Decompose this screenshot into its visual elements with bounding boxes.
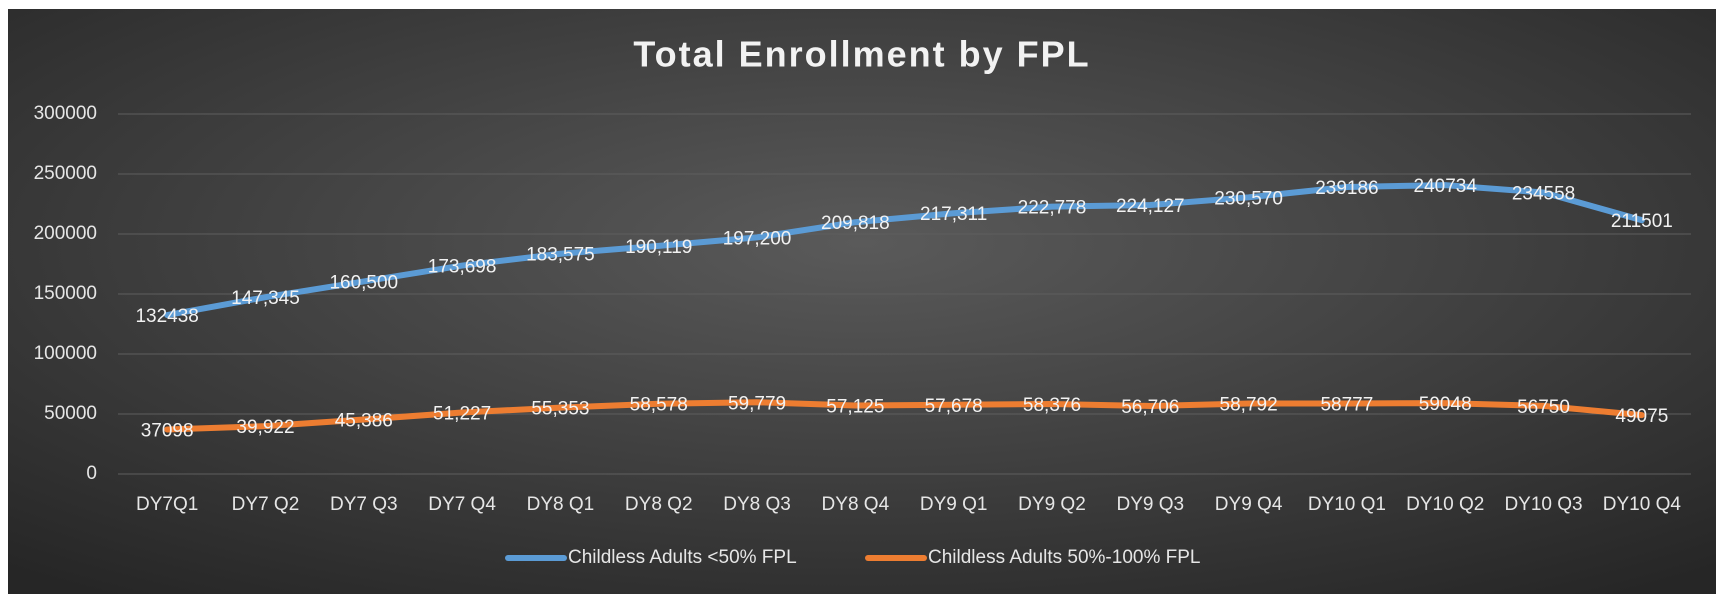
data-label: 58777 (1320, 394, 1373, 415)
series-line (164, 182, 1645, 319)
data-label: 132438 (135, 306, 198, 327)
x-tick-label: DY10 Q4 (1603, 494, 1682, 515)
data-label: 57,678 (925, 396, 983, 417)
data-label: 45,386 (335, 411, 393, 432)
data-label: 173,698 (428, 257, 497, 278)
y-tick-label: 50000 (44, 403, 97, 424)
x-tick-label: DY8 Q4 (822, 494, 890, 515)
data-label: 51,227 (433, 404, 491, 425)
data-label: 190,119 (625, 237, 692, 258)
x-tick-label: DY9 Q4 (1215, 494, 1283, 515)
chart-title: Total Enrollment by FPL (633, 34, 1090, 75)
data-label: 234558 (1512, 184, 1575, 205)
data-label: 55,353 (531, 399, 589, 420)
x-tick-label: DY7Q1 (136, 494, 198, 515)
data-label: 230,570 (1214, 188, 1283, 209)
data-label: 56750 (1517, 397, 1570, 418)
data-label: 209,818 (821, 213, 890, 234)
data-label: 222,778 (1018, 198, 1087, 219)
data-label: 224,127 (1116, 196, 1185, 217)
data-label: 160,500 (329, 272, 398, 293)
data-label: 59048 (1419, 394, 1472, 415)
data-label: 39,922 (236, 417, 294, 438)
x-tick-label: DY10 Q2 (1406, 494, 1484, 515)
y-tick-label: 100000 (34, 343, 97, 364)
series-line (164, 399, 1645, 433)
data-label: 217,311 (920, 204, 987, 225)
x-tick-label: DY9 Q1 (920, 494, 988, 515)
x-tick-label: DY7 Q4 (428, 494, 496, 515)
legend-label: Childless Adults <50% FPL (568, 547, 797, 568)
data-label: 59,779 (728, 393, 786, 414)
data-label: 197,200 (723, 228, 792, 249)
x-tick-label: DY7 Q3 (330, 494, 398, 515)
chart-background (8, 9, 1716, 594)
y-tick-label: 0 (86, 463, 97, 484)
x-tick-label: DY8 Q3 (723, 494, 791, 515)
x-tick-label: DY8 Q2 (625, 494, 693, 515)
x-tick-label: DY10 Q1 (1308, 494, 1386, 515)
data-label: 240734 (1414, 176, 1478, 197)
data-label: 58,578 (630, 395, 688, 416)
y-tick-label: 300000 (34, 103, 97, 124)
x-tick-label: DY8 Q1 (527, 494, 595, 515)
y-tick-label: 250000 (34, 163, 97, 184)
data-label: 37098 (141, 420, 194, 441)
data-label: 211501 (1611, 211, 1673, 232)
data-label: 183,575 (526, 245, 595, 266)
x-tick-label: DY9 Q3 (1116, 494, 1184, 515)
data-label: 57,125 (826, 396, 884, 417)
x-tick-label: DY9 Q2 (1018, 494, 1086, 515)
y-tick-label: 150000 (34, 283, 97, 304)
data-label: 147,345 (231, 288, 300, 309)
data-label: 56,706 (1121, 397, 1179, 418)
data-label: 49075 (1615, 406, 1668, 427)
x-tick-label: DY7 Q2 (232, 494, 300, 515)
legend-label: Childless Adults 50%-100% FPL (928, 547, 1200, 568)
y-tick-label: 200000 (34, 223, 97, 244)
x-tick-label: DY10 Q3 (1504, 494, 1582, 515)
data-label: 58,376 (1023, 395, 1081, 416)
data-label: 58,792 (1220, 394, 1278, 415)
data-label: 239186 (1315, 178, 1378, 199)
